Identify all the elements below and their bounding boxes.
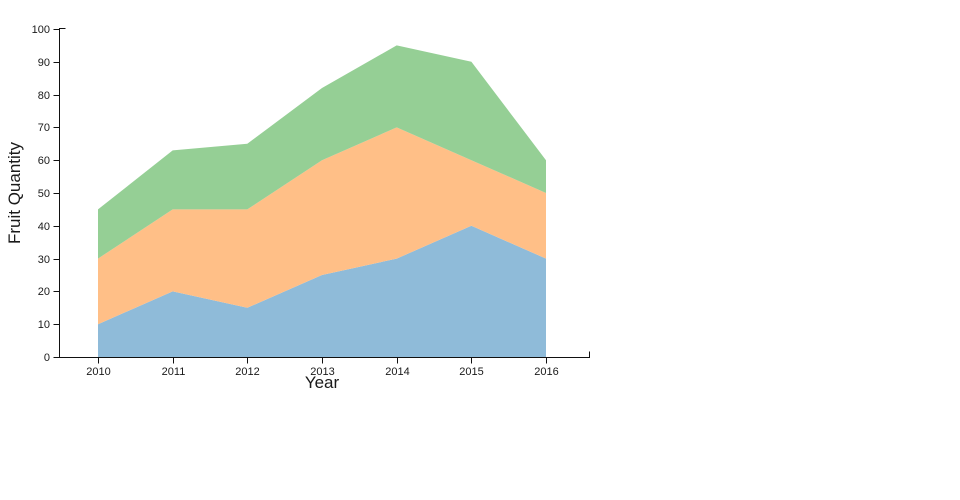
y-axis-title: Fruit Quantity [5,141,24,244]
x-tick-label: 2011 [162,366,186,378]
y-tick-label: 20 [38,286,50,298]
y-tick-label: 100 [32,24,50,36]
area-series-group [98,45,546,357]
x-tick-label: 2014 [385,366,409,378]
y-tick-label: 0 [44,352,50,364]
y-tick-label: 80 [38,90,50,102]
y-tick-label: 60 [38,155,50,167]
area-green-top-series [98,45,546,259]
y-tick-label: 10 [38,319,50,331]
y-tick-label: 30 [38,254,50,266]
x-tick-label: 2016 [534,366,558,378]
x-tick-label: 2010 [86,366,110,378]
x-tick-label: 2012 [235,366,259,378]
y-tick-label: 50 [38,188,50,200]
x-axis-title: Year [305,373,340,392]
x-tick-label: 2013 [310,366,334,378]
area-orange-middle-series [98,127,546,325]
y-tick-label: 40 [38,221,50,233]
x-tick-label: 2015 [459,366,483,378]
y-tick-label: 90 [38,57,50,69]
area-blue-bottom-series [98,225,546,357]
y-tick-label: 70 [38,122,50,134]
axes-group: 0 10 20 30 40 50 60 70 80 90 100 2010 2011 2012 2013 20… [32,24,590,378]
